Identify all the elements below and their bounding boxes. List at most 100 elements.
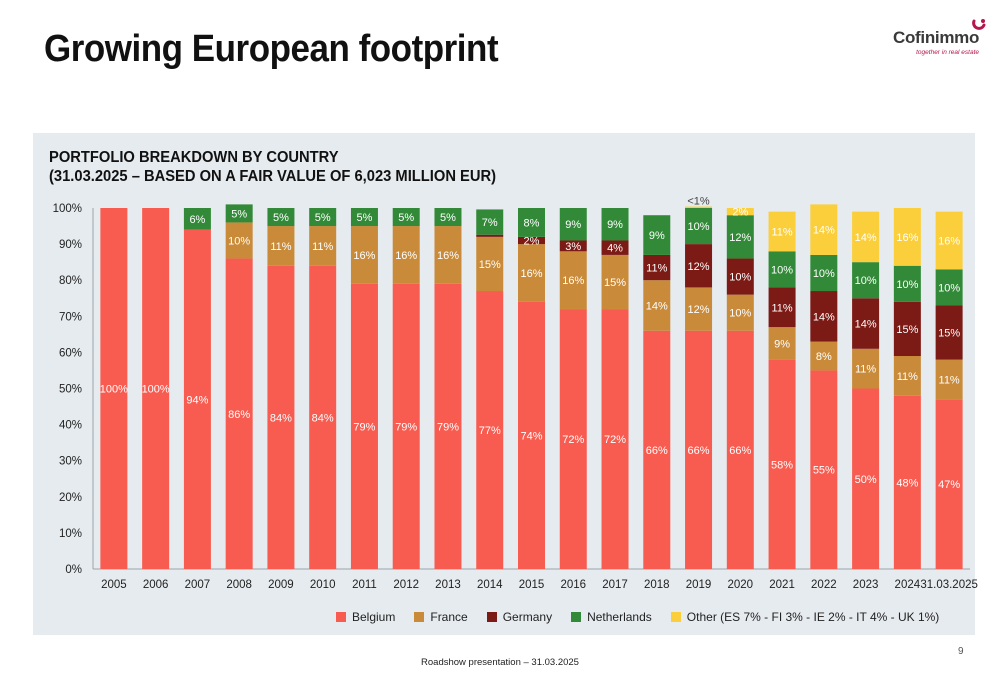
data-label: 72% [562, 434, 584, 446]
legend-item: Netherlands [571, 610, 652, 624]
data-label: 77% [479, 425, 501, 437]
data-label: 3% [565, 241, 581, 253]
bar-segment [685, 330, 713, 569]
data-label: 16% [896, 232, 918, 244]
x-tick-label: 2008 [226, 579, 252, 591]
data-label: 10% [855, 275, 877, 287]
data-label: 11% [771, 302, 792, 314]
bar-segment [309, 208, 337, 227]
bar-segment [476, 234, 504, 237]
data-label: 11% [270, 241, 291, 253]
data-label: 14% [813, 311, 835, 323]
data-label: 12% [688, 261, 710, 273]
y-tick-label: 10% [59, 528, 82, 540]
data-label: 10% [228, 235, 250, 247]
x-tick-label: 2017 [602, 579, 628, 591]
y-tick-label: 90% [59, 239, 82, 251]
bar-segment [434, 226, 462, 284]
data-label: 8% [816, 351, 832, 363]
bar-segment [810, 204, 838, 255]
legend-item: Belgium [336, 610, 395, 624]
x-tick-label: 2010 [310, 579, 336, 591]
bar-segment [267, 208, 295, 227]
bar-segment [559, 208, 587, 241]
legend-label: Belgium [352, 610, 396, 624]
data-label: 9% [774, 338, 790, 350]
y-tick-label: 0% [65, 564, 82, 576]
y-tick-label: 20% [59, 492, 82, 504]
y-tick-label: 40% [59, 420, 82, 432]
data-label: 16% [353, 250, 375, 262]
x-tick-label: 2006 [143, 579, 169, 591]
logo-tagline: together in real estate [916, 49, 979, 56]
data-label: 2% [732, 207, 748, 219]
x-tick-label: 2012 [393, 579, 419, 591]
data-label: 15% [604, 277, 626, 289]
chart-title-block: PORTFOLIO BREAKDOWN BY COUNTRY (31.03.20… [49, 148, 496, 186]
data-label: 15% [479, 259, 501, 271]
data-label: 84% [312, 412, 334, 424]
x-tick-label: 2021 [769, 579, 795, 591]
data-label: 100% [100, 384, 128, 396]
bar-segment [518, 236, 545, 245]
chart-subtitle: (31.03.2025 – BASED ON A FAIR VALUE OF 6… [49, 168, 497, 185]
bar-segment [559, 251, 587, 310]
data-label: 12% [729, 232, 751, 244]
bar-segment [476, 209, 504, 235]
bar-segment [225, 204, 253, 223]
bar-segment [392, 226, 420, 284]
bar-segment [768, 287, 796, 328]
data-label: 4% [607, 243, 623, 255]
y-tick-label: 50% [59, 384, 82, 396]
bar-segment [726, 294, 754, 331]
bar-segment [392, 283, 420, 569]
legend-swatch [670, 612, 681, 622]
data-label: 58% [771, 459, 793, 471]
x-tick-label: 2019 [686, 579, 712, 591]
bar-segment [768, 251, 796, 288]
data-label: 16% [938, 235, 960, 247]
data-label: 14% [813, 225, 835, 237]
data-label: 16% [437, 250, 459, 262]
x-tick-label: 2014 [477, 579, 503, 591]
slide-title: Growing European footprint [44, 28, 499, 70]
data-label: 5% [231, 208, 247, 220]
company-logo: Cofinimmo together in real estate [893, 19, 986, 56]
x-tick-label: 2018 [644, 579, 670, 591]
data-label: 11% [897, 371, 918, 383]
data-label: 11% [855, 364, 876, 376]
bar-segment [643, 215, 671, 255]
data-label: 10% [771, 264, 793, 276]
x-tick-label: 2009 [268, 579, 294, 591]
data-label: 9% [607, 219, 623, 231]
bar-segment [935, 211, 963, 270]
bar-segment [685, 244, 713, 288]
bar-segment [225, 258, 253, 569]
data-label: 84% [270, 412, 292, 424]
bar-segment [267, 226, 295, 266]
bar-segment [810, 254, 838, 292]
data-label: 7% [482, 217, 498, 229]
legend-label: Netherlands [587, 610, 652, 624]
data-label: 16% [395, 250, 417, 262]
data-label: 15% [896, 324, 918, 336]
x-tick-label: 2023 [853, 579, 879, 591]
legend-swatch [336, 612, 346, 622]
data-label: 9% [649, 230, 665, 242]
data-label: 9% [565, 219, 581, 231]
bar-segment [935, 269, 963, 306]
data-label: 12% [688, 304, 710, 316]
bar-segment [935, 305, 963, 360]
data-label: 47% [938, 479, 960, 491]
bar-segment [518, 208, 545, 237]
x-tick-label: 31.03.2025 [920, 579, 978, 591]
data-label: 10% [813, 268, 835, 280]
bar-segment [225, 222, 253, 259]
chart-legend: Belgium France Germany Netherlands Other (ES… [336, 610, 939, 624]
data-label: 86% [228, 409, 250, 421]
bar-segment [726, 330, 754, 569]
bar-segment [852, 211, 880, 263]
bar-segment [350, 283, 378, 569]
data-label: 2% [524, 235, 540, 247]
